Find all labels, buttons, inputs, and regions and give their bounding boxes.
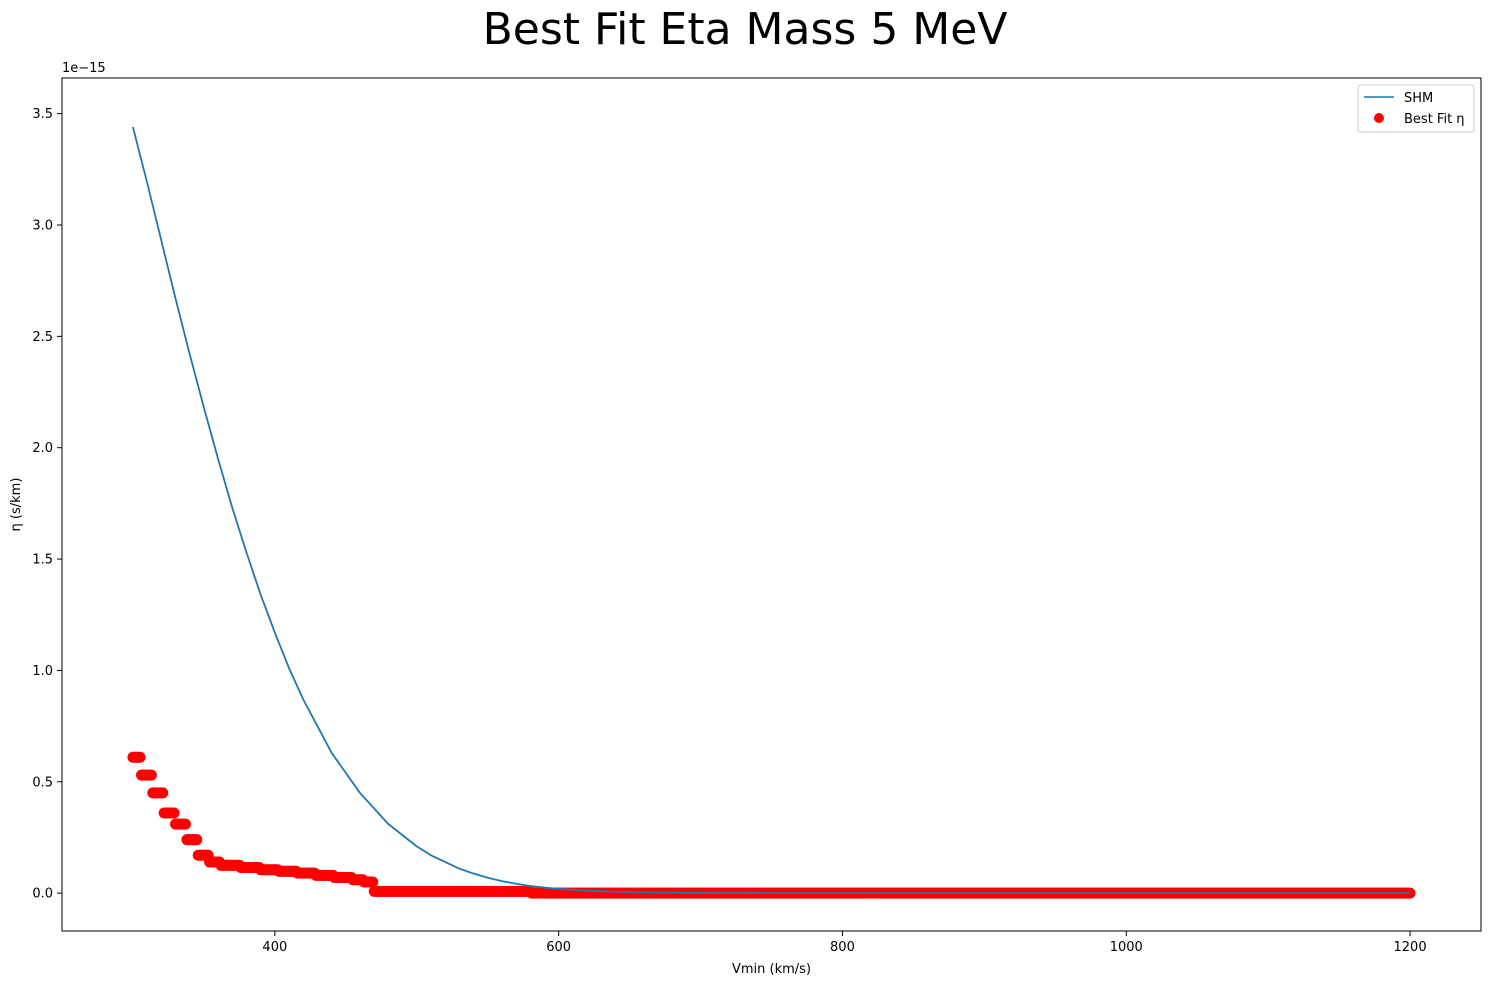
x-axis-ticks: 400 600 800 1000 1200: [262, 931, 1427, 955]
best-fit-point: [134, 751, 146, 763]
legend-best-fit-label: Best Fit η: [1404, 112, 1465, 127]
x-tick-label: 1000: [1110, 940, 1143, 955]
y-tick-label: 2.0: [32, 441, 53, 456]
legend: SHM Best Fit η: [1357, 84, 1475, 133]
legend-best-fit-marker-swatch: [1374, 113, 1384, 123]
x-axis-label: Vmin (km/s): [732, 962, 811, 977]
plot-area: [61, 77, 1482, 932]
best-fit-point: [179, 818, 191, 830]
best-fit-point: [367, 876, 379, 888]
best-fit-point: [157, 787, 169, 799]
y-axis-offset-label: 1e−15: [62, 61, 106, 76]
x-tick-label: 600: [546, 940, 571, 955]
y-tick-label: 1.5: [32, 553, 53, 568]
y-tick-label: 3.5: [32, 107, 53, 122]
y-axis-label: η (s/km): [9, 478, 24, 532]
best-fit-point: [145, 769, 157, 781]
y-tick-label: 0.5: [32, 775, 53, 790]
y-tick-label: 2.5: [32, 330, 53, 345]
legend-shm-label: SHM: [1404, 91, 1433, 106]
x-tick-label: 1200: [1394, 940, 1427, 955]
y-tick-label: 1.0: [32, 664, 53, 679]
shm-line: [132, 126, 1411, 895]
y-tick-label: 3.0: [32, 218, 53, 233]
x-tick-label: 800: [830, 940, 855, 955]
x-tick-label: 400: [262, 940, 287, 955]
axes-frame: [61, 77, 1482, 932]
series-layer: [127, 126, 1416, 899]
chart-title: Best Fit Eta Mass 5 MeV: [483, 4, 1008, 55]
y-axis-ticks: 0.0 0.5 1.0 1.5 2.0 2.5 3.0 3.5: [32, 107, 62, 902]
best-fit-point: [191, 834, 203, 846]
best-fit-point: [168, 807, 180, 819]
y-tick-label: 0.0: [32, 887, 53, 902]
